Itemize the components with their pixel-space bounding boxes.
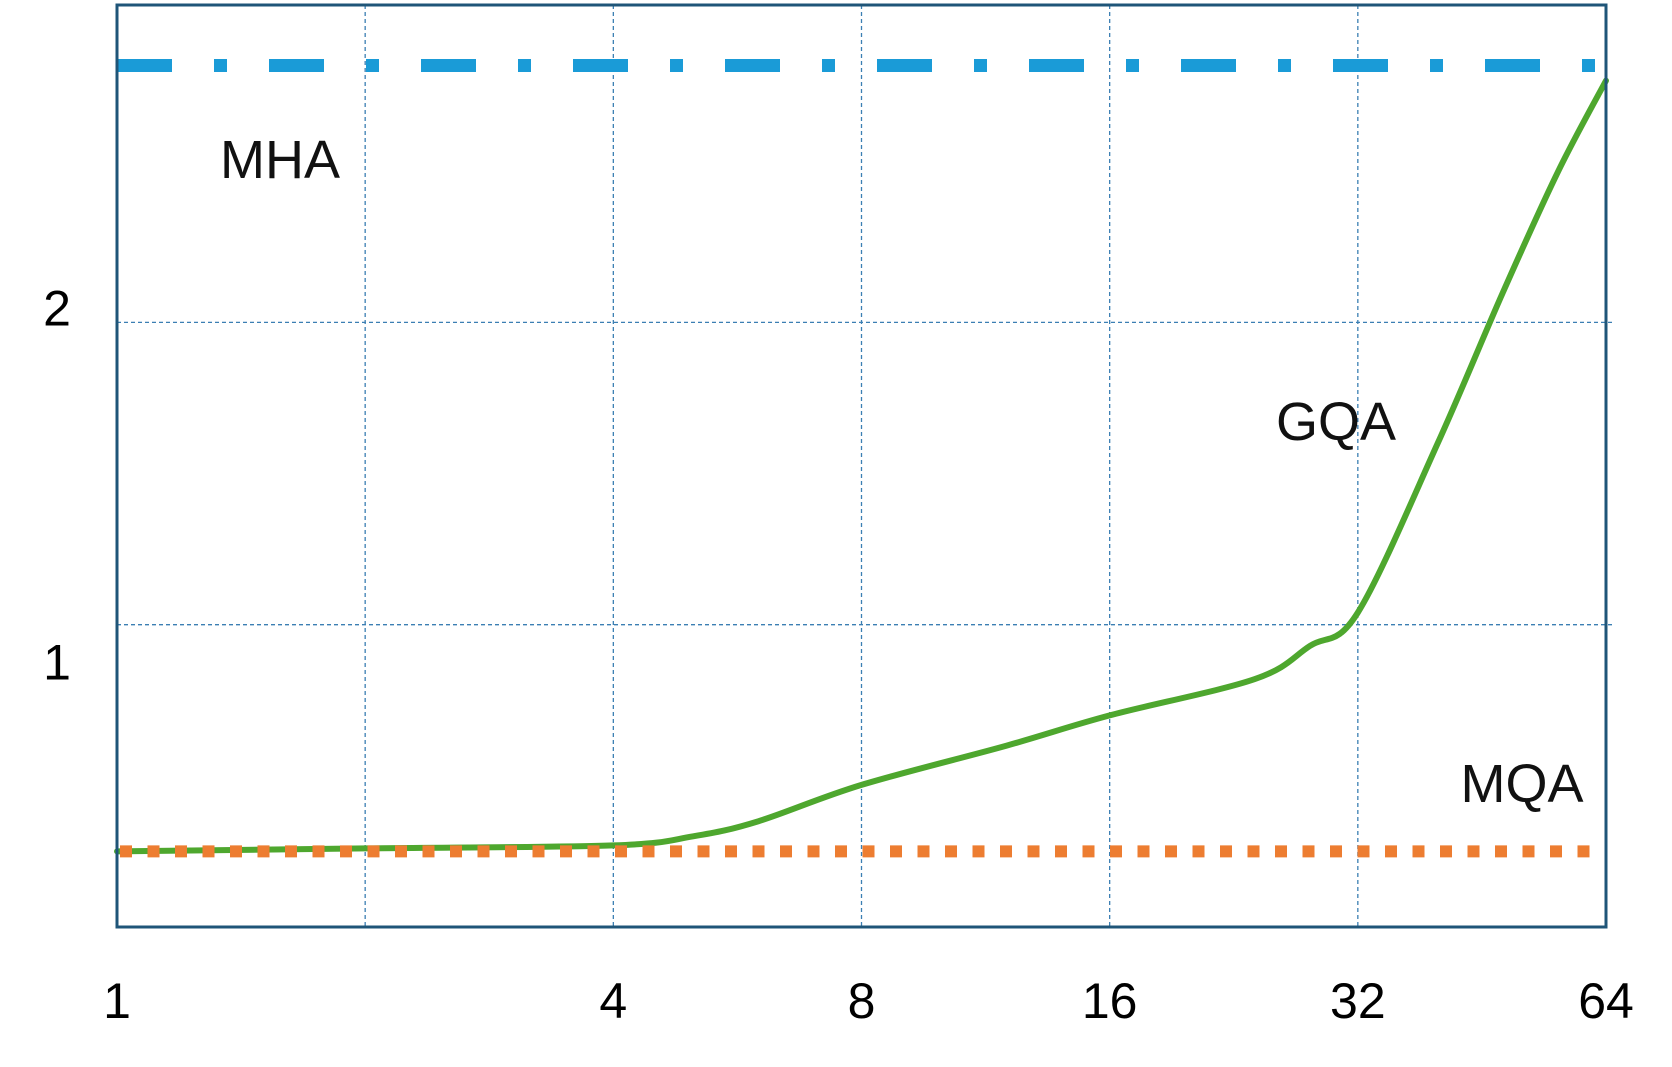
series-label-mqa: MQA [1460, 754, 1583, 814]
series-label-mha: MHA [220, 130, 340, 190]
grid-lines [117, 5, 1614, 927]
x-tick-labels: 1 4 8 16 32 64 [103, 973, 1634, 1029]
x-tick-label: 4 [599, 973, 627, 1029]
series-labels: MHA GQA MQA [220, 130, 1584, 814]
x-tick-label: 16 [1082, 973, 1138, 1029]
x-tick-label: 1 [103, 973, 131, 1029]
x-tick-label: 64 [1578, 973, 1634, 1029]
x-tick-label: 32 [1330, 973, 1386, 1029]
x-tick-label: 8 [848, 973, 876, 1029]
series-label-gqa: GQA [1276, 392, 1396, 452]
y-tick-labels: 12 [43, 280, 71, 690]
y-tick-label: 1 [43, 635, 71, 691]
y-tick-label: 2 [43, 280, 71, 336]
series-lines [114, 58, 1609, 858]
series-line-gqa [114, 77, 1609, 855]
plot-frame [115, 3, 1608, 929]
